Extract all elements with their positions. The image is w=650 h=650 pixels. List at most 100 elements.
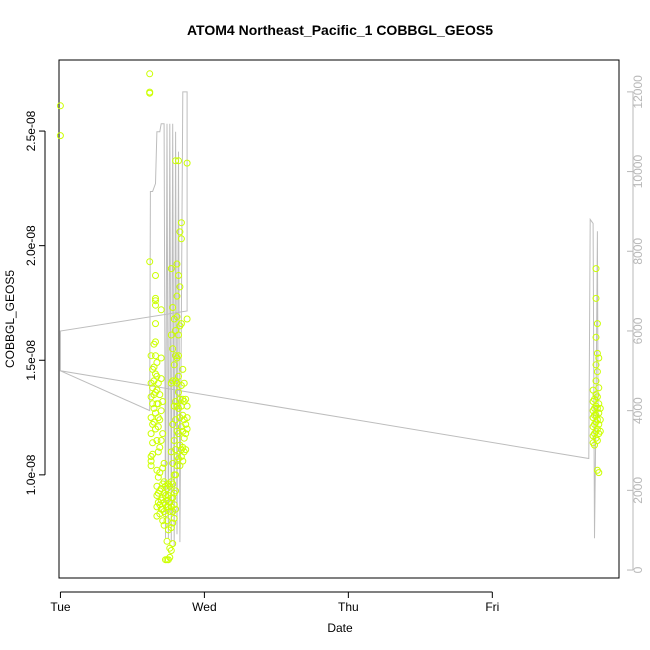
- data-point: [593, 404, 601, 412]
- data-point: [177, 320, 185, 328]
- data-point: [175, 352, 182, 360]
- data-point: [182, 430, 190, 438]
- data-point: [595, 354, 603, 362]
- data-point: [157, 407, 165, 415]
- y2-tick-label: 0: [631, 566, 645, 573]
- data-point: [167, 547, 175, 554]
- data-point: [592, 294, 600, 302]
- data-point: [166, 508, 174, 515]
- data-point: [157, 306, 165, 314]
- data-point: [175, 372, 182, 380]
- data-point: [180, 434, 188, 442]
- data-point: [56, 132, 64, 140]
- data-point: [163, 517, 171, 525]
- y2-tick-label: 4000: [631, 397, 645, 424]
- data-point: [592, 333, 600, 341]
- data-point: [183, 159, 191, 167]
- data-point: [159, 517, 167, 525]
- y2-tick-label: 8000: [631, 238, 645, 265]
- data-point: [182, 420, 190, 428]
- x-tick-label: Wed: [192, 600, 216, 614]
- x-axis-label: Date: [327, 621, 353, 635]
- data-point: [183, 402, 191, 410]
- y2-tick-label: 2000: [631, 477, 645, 504]
- data-point: [180, 379, 188, 387]
- data-point: [182, 446, 190, 454]
- data-point: [173, 260, 181, 268]
- data-point: [159, 430, 167, 438]
- data-point: [172, 157, 180, 165]
- data-point: [156, 443, 164, 451]
- data-point: [150, 418, 158, 426]
- y-axis-right: 0 2000 4000 6000 8000 10000 12000: [627, 75, 645, 573]
- x-tick-label: Tue: [50, 600, 71, 614]
- data-point: [169, 480, 177, 488]
- data-point: [146, 258, 154, 266]
- data-point: [169, 345, 177, 353]
- data-point: [167, 524, 175, 532]
- data-point: [152, 297, 159, 305]
- y2-tick-label: 12000: [631, 75, 645, 109]
- x-axis: Tue Wed Thu Fri: [50, 591, 499, 614]
- data-point: [595, 409, 603, 417]
- data-point: [592, 361, 600, 369]
- data-point: [179, 457, 187, 465]
- y-tick-label: 2.0e-08: [24, 225, 38, 266]
- data-point: [596, 404, 604, 412]
- data-point: [159, 398, 167, 405]
- data-point: [152, 352, 159, 360]
- y-tick-label: 2.5e-08: [24, 110, 38, 151]
- data-point: [152, 294, 159, 302]
- data-point: [152, 272, 159, 279]
- data-point: [593, 416, 601, 424]
- data-point: [179, 365, 187, 373]
- data-point: [159, 464, 167, 472]
- y2-tick-label: 6000: [631, 317, 645, 344]
- data-point: [175, 272, 182, 279]
- data-point: [596, 416, 604, 424]
- data-point: [592, 377, 600, 385]
- data-point: [152, 338, 159, 346]
- point-series-layer: [56, 70, 604, 564]
- data-point: [169, 519, 177, 527]
- data-point: [172, 505, 180, 513]
- data-point: [170, 361, 178, 369]
- data-point: [182, 395, 190, 403]
- data-point: [177, 219, 185, 227]
- data-point: [169, 494, 177, 502]
- data-point: [177, 235, 185, 243]
- data-point: [169, 540, 177, 548]
- data-point: [147, 430, 155, 438]
- data-point: [147, 462, 155, 470]
- data-point: [173, 313, 181, 321]
- y-axis-label: COBBGL_GEOS5: [3, 270, 17, 368]
- data-point: [146, 89, 154, 97]
- data-point: [160, 459, 168, 467]
- data-point: [163, 537, 171, 545]
- data-point: [173, 292, 181, 300]
- data-point: [173, 462, 181, 470]
- y2-tick-label: 10000: [631, 155, 645, 189]
- data-point: [152, 301, 159, 309]
- data-point: [593, 393, 601, 401]
- data-point: [175, 331, 182, 339]
- data-point: [157, 354, 165, 362]
- data-point: [147, 352, 155, 360]
- data-point: [595, 400, 603, 408]
- data-point: [596, 427, 604, 435]
- data-point: [153, 359, 161, 366]
- data-point: [169, 304, 177, 311]
- data-point: [172, 471, 180, 479]
- data-point: [154, 448, 162, 456]
- line-series-layer: [59, 91, 599, 547]
- data-point: [149, 450, 157, 458]
- data-point: [156, 416, 164, 424]
- data-point: [183, 315, 191, 323]
- data-point: [147, 457, 155, 465]
- data-point: [153, 437, 161, 444]
- data-point: [166, 553, 174, 561]
- data-point: [593, 349, 601, 357]
- chart-title: ATOM4 Northeast_Pacific_1 COBBGL_GEOS5: [187, 22, 493, 38]
- data-point: [56, 102, 64, 110]
